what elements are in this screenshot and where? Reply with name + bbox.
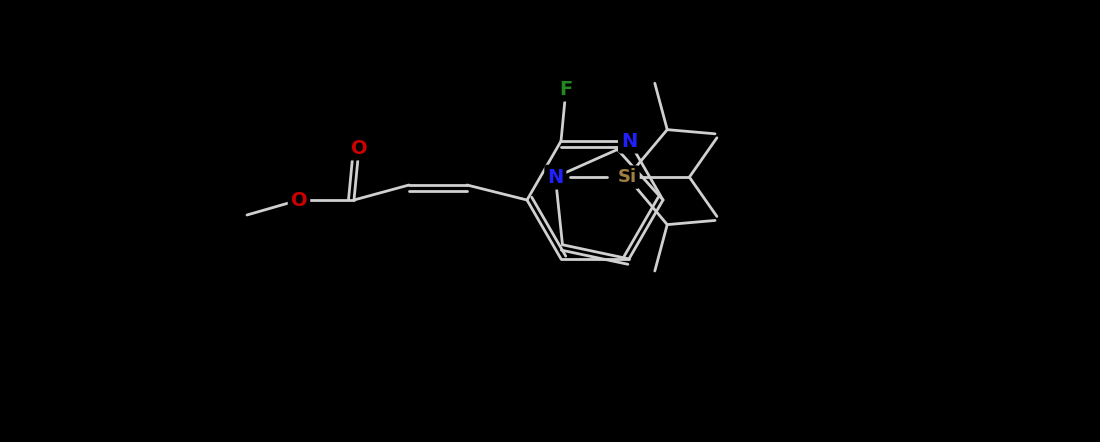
Text: O: O: [290, 191, 307, 210]
Text: O: O: [351, 138, 367, 157]
Text: Si: Si: [618, 168, 637, 186]
Text: N: N: [548, 168, 563, 187]
Text: N: N: [620, 132, 637, 151]
Text: F: F: [560, 80, 573, 99]
